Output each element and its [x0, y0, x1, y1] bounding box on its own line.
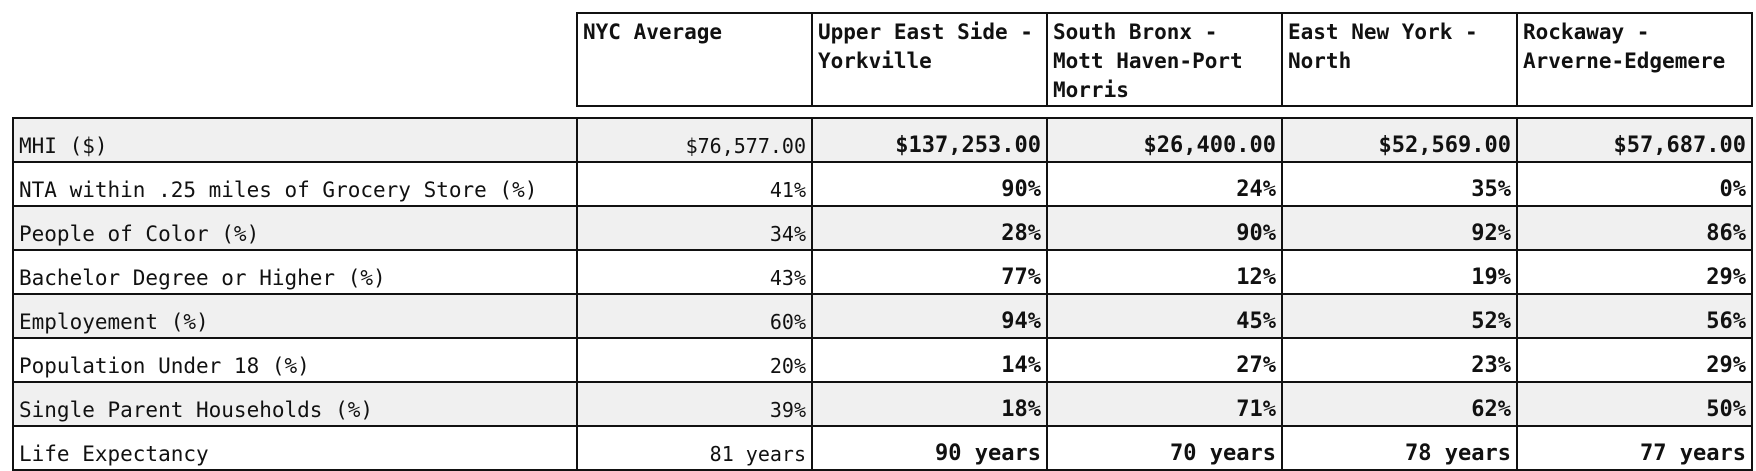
- column-header: South Bronx - Mott Haven-Port Morris: [1046, 12, 1283, 107]
- table-row: Life Expectancy 81 years 90 years 70 years 7…: [12, 426, 1753, 470]
- row-label: Employement (%): [12, 294, 577, 338]
- nyc-average-cell: $76,577.00: [576, 118, 812, 162]
- table-row: Population Under 18 (%) 20% 14% 27% 23% 29%: [12, 338, 1753, 382]
- neighborhood-value-cell: 77%: [811, 250, 1047, 294]
- neighborhood-value-cell: $52,569.00: [1281, 118, 1517, 162]
- neighborhood-value-cell: 0%: [1516, 162, 1753, 206]
- table-row: Single Parent Households (%) 39% 18% 71% 62%…: [12, 382, 1753, 426]
- data-table-body: MHI ($) $76,577.00 $137,253.00 $26,400.00 $5…: [12, 118, 1753, 470]
- neighborhood-value-cell: 56%: [1516, 294, 1753, 338]
- neighborhood-value-cell: 35%: [1281, 162, 1517, 206]
- neighborhood-value-cell: 29%: [1516, 250, 1753, 294]
- neighborhood-value-cell: 62%: [1281, 382, 1517, 426]
- column-header: Upper East Side - Yorkville: [811, 12, 1048, 107]
- nyc-average-cell: 34%: [576, 206, 812, 250]
- nyc-average-cell: 81 years: [576, 426, 812, 470]
- nyc-average-cell: 60%: [576, 294, 812, 338]
- neighborhood-value-cell: 24%: [1046, 162, 1282, 206]
- neighborhood-value-cell: 86%: [1516, 206, 1753, 250]
- row-label: Population Under 18 (%): [12, 338, 577, 382]
- row-label: Life Expectancy: [12, 426, 577, 470]
- neighborhood-value-cell: 90%: [811, 162, 1047, 206]
- neighborhood-value-cell: 78 years: [1281, 426, 1517, 470]
- neighborhood-value-cell: $26,400.00: [1046, 118, 1282, 162]
- nyc-average-cell: 39%: [576, 382, 812, 426]
- row-label: People of Color (%): [12, 206, 577, 250]
- neighborhood-value-cell: $57,687.00: [1516, 118, 1753, 162]
- nyc-average-cell: 41%: [576, 162, 812, 206]
- neighborhood-value-cell: 70 years: [1046, 426, 1282, 470]
- row-label: MHI ($): [12, 118, 577, 162]
- neighborhood-value-cell: 90 years: [811, 426, 1047, 470]
- data-table: MHI ($) $76,577.00 $137,253.00 $26,400.00 $5…: [12, 117, 1753, 471]
- neighborhood-value-cell: 29%: [1516, 338, 1753, 382]
- column-header: NYC Average: [576, 12, 813, 107]
- neighborhood-value-cell: 14%: [811, 338, 1047, 382]
- nyc-average-cell: 20%: [576, 338, 812, 382]
- table-row: NTA within .25 miles of Grocery Store (%…: [12, 162, 1753, 206]
- table-row: Bachelor Degree or Higher (%) 43% 77% 12% 19…: [12, 250, 1753, 294]
- neighborhood-value-cell: 71%: [1046, 382, 1282, 426]
- row-label: Bachelor Degree or Higher (%): [12, 250, 577, 294]
- table-row: People of Color (%) 34% 28% 90% 92% 86%: [12, 206, 1753, 250]
- neighborhood-value-cell: 28%: [811, 206, 1047, 250]
- neighborhood-value-cell: 23%: [1281, 338, 1517, 382]
- neighborhood-value-cell: 52%: [1281, 294, 1517, 338]
- neighborhood-value-cell: 90%: [1046, 206, 1282, 250]
- neighborhood-value-cell: 92%: [1281, 206, 1517, 250]
- column-header-row: NYC Average Upper East Side - Yorkville …: [576, 12, 1753, 107]
- neighborhood-value-cell: 12%: [1046, 250, 1282, 294]
- neighborhood-value-cell: 77 years: [1516, 426, 1753, 470]
- neighborhood-value-cell: 19%: [1281, 250, 1517, 294]
- neighborhood-value-cell: 45%: [1046, 294, 1282, 338]
- neighborhood-value-cell: 94%: [811, 294, 1047, 338]
- column-header: Rockaway - Arverne-Edgemere: [1516, 12, 1753, 107]
- column-header: East New York - North: [1281, 12, 1518, 107]
- neighborhood-value-cell: $137,253.00: [811, 118, 1047, 162]
- row-label: Single Parent Households (%): [12, 382, 577, 426]
- table-row: Employement (%) 60% 94% 45% 52% 56%: [12, 294, 1753, 338]
- neighborhood-value-cell: 50%: [1516, 382, 1753, 426]
- row-label: NTA within .25 miles of Grocery Store (%…: [12, 162, 577, 206]
- neighborhood-value-cell: 27%: [1046, 338, 1282, 382]
- table-row: MHI ($) $76,577.00 $137,253.00 $26,400.00 $5…: [12, 118, 1753, 162]
- column-header-table: NYC Average Upper East Side - Yorkville …: [576, 12, 1753, 107]
- neighborhood-value-cell: 18%: [811, 382, 1047, 426]
- nyc-average-cell: 43%: [576, 250, 812, 294]
